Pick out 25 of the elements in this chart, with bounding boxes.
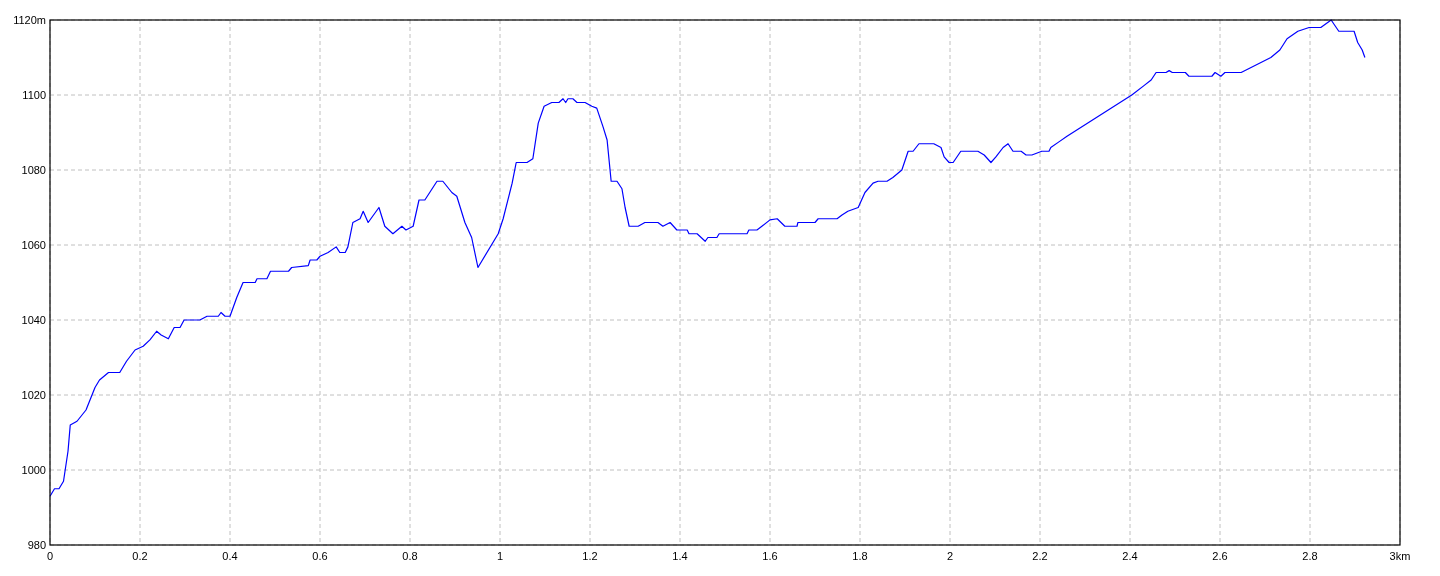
x-tick-label: 1.6: [762, 550, 778, 562]
y-tick-label: 1100: [22, 88, 46, 101]
x-tick-label: 2: [946, 550, 954, 562]
y-tick-label: 1060: [21, 238, 46, 251]
y-tick-label: 1080: [21, 163, 46, 176]
x-tick-label: 2.4: [1122, 550, 1138, 562]
x-tick-label: 0.2: [132, 550, 148, 562]
x-tick-label: 1: [496, 550, 504, 562]
line-series: [49, 19, 1366, 497]
y-tick-label: 1020: [21, 388, 46, 401]
y-tick-label: 980: [27, 538, 46, 551]
y-tick-label: 1040: [21, 313, 46, 326]
x-tick-label: 3km: [1389, 550, 1411, 562]
y-tick-label: 1120m: [13, 13, 46, 26]
x-tick-label: 1.4: [672, 550, 688, 562]
x-tick-label: 0: [46, 550, 54, 562]
x-tick-label: 2.8: [1302, 550, 1318, 562]
x-tick-label: 2.6: [1212, 550, 1228, 562]
x-tick-label: 1.2: [582, 550, 598, 562]
x-tick-label: 0.4: [222, 550, 238, 562]
x-tick-label: 2.2: [1032, 550, 1048, 562]
y-tick-label: 1000: [21, 463, 46, 476]
x-tick-label: 0.6: [312, 550, 328, 562]
x-tick-label: 1.8: [852, 550, 868, 562]
x-tick-label: 0.8: [402, 550, 418, 562]
